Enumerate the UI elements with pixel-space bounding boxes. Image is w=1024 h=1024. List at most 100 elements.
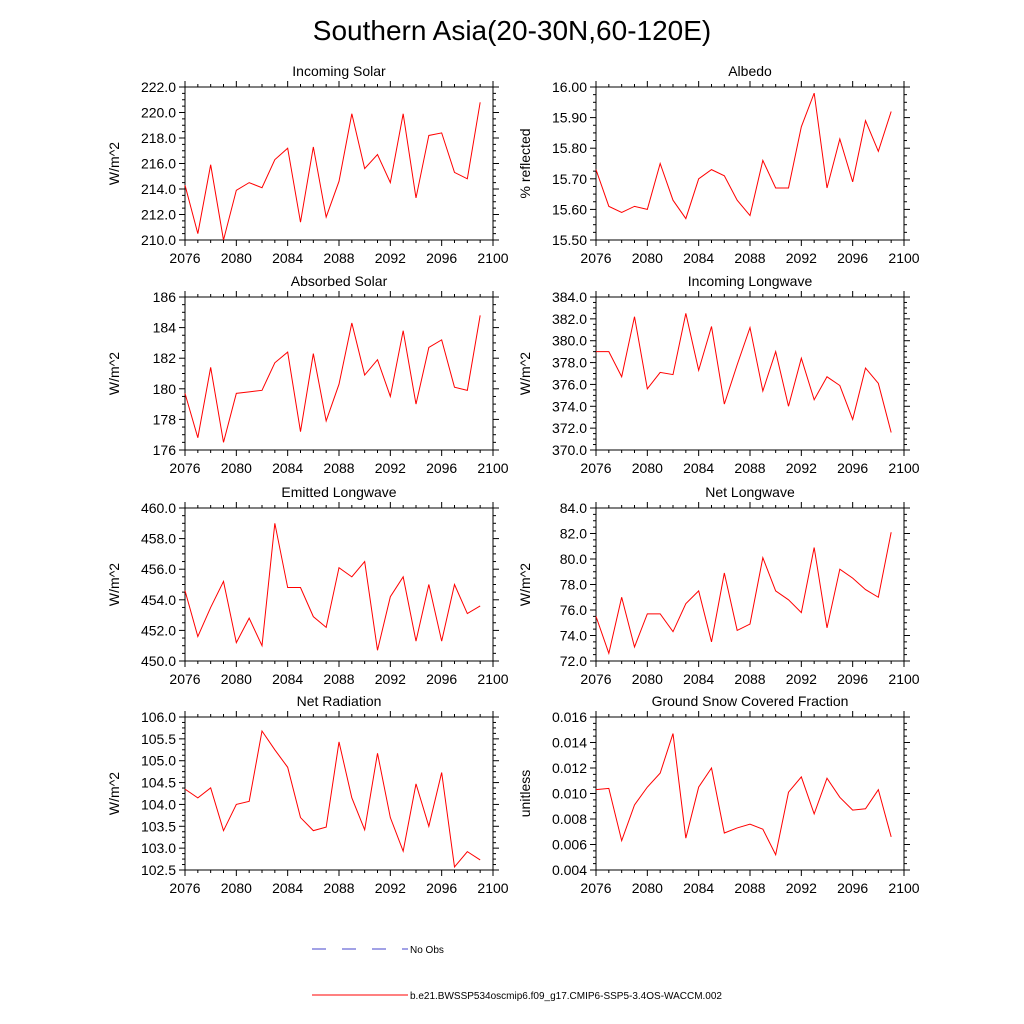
x-tick-label: 2076 (169, 880, 200, 896)
x-tick-label: 2096 (426, 671, 457, 687)
y-axis-label: W/m^2 (106, 772, 122, 815)
y-tick-label: 184 (153, 320, 177, 336)
y-tick-label: 0.010 (552, 786, 587, 802)
x-tick-label: 2100 (888, 250, 919, 266)
panel-title: Emitted Longwave (281, 484, 396, 500)
plot-frame (184, 507, 494, 662)
y-tick-label: 78.0 (560, 577, 587, 593)
series-line-incoming-longwave (596, 313, 892, 433)
series-line-net-radiation (184, 729, 481, 869)
y-tick-label: 102.5 (141, 862, 176, 878)
x-tick-label: 2100 (477, 880, 508, 896)
y-tick-label: 15.90 (552, 110, 587, 126)
x-tick-label: 2092 (786, 880, 817, 896)
y-tick-label: 0.006 (552, 837, 587, 853)
panel-incoming-longwave: Incoming Longwave W/m^2 2076 2080 2084 2088 20… (517, 273, 920, 476)
legend: No Obs b.e21.BWSSP534oscmip6.f09_g17.CMI… (312, 945, 722, 1002)
y-tick-label: 222.0 (141, 79, 176, 95)
y-tick-label: 0.016 (552, 709, 587, 725)
y-tick-label: 218.0 (141, 130, 176, 146)
x-tick-label: 2100 (477, 460, 508, 476)
x-tick-label: 2080 (221, 250, 252, 266)
x-tick-label: 2096 (426, 880, 457, 896)
panel-title: Net Radiation (297, 693, 382, 709)
panel-ground-snow-covered-fraction: Ground Snow Covered Fraction unitless 2076… (517, 693, 920, 896)
y-tick-label: 450.0 (141, 653, 176, 669)
plot-frame (595, 507, 905, 662)
panel-title: Albedo (728, 63, 772, 79)
y-tick-label: 74.0 (560, 628, 587, 644)
y-tick-label: 15.70 (552, 171, 587, 187)
y-tick-label: 210.0 (141, 232, 176, 248)
y-tick-label: 382.0 (552, 311, 587, 327)
y-tick-label: 458.0 (141, 531, 176, 547)
y-tick-label: 15.60 (552, 201, 587, 217)
y-tick-label: 106.0 (141, 709, 176, 725)
y-tick-label: 0.004 (552, 862, 587, 878)
y-tick-label: 104.0 (141, 796, 176, 812)
x-tick-label: 2100 (477, 671, 508, 687)
plot-frame (595, 296, 905, 451)
y-tick-label: 80.0 (560, 551, 587, 567)
y-axis-label: unitless (517, 770, 533, 817)
x-tick-label: 2080 (632, 250, 663, 266)
x-tick-label: 2088 (734, 880, 765, 896)
x-tick-label: 2076 (169, 671, 200, 687)
x-tick-label: 2084 (683, 880, 714, 896)
x-tick-label: 2076 (169, 250, 200, 266)
y-tick-label: 378.0 (552, 355, 587, 371)
y-tick-label: 456.0 (141, 561, 176, 577)
series-line-emitted-longwave (184, 523, 481, 651)
x-tick-label: 2080 (632, 460, 663, 476)
x-tick-label: 2092 (375, 250, 406, 266)
y-tick-label: 82.0 (560, 526, 587, 542)
plot-frame (184, 716, 494, 871)
plot-frame (184, 296, 494, 451)
x-tick-label: 2084 (683, 460, 714, 476)
panel-title: Net Longwave (705, 484, 795, 500)
y-axis-label: W/m^2 (106, 142, 122, 185)
y-tick-label: 454.0 (141, 592, 176, 608)
panel-net-radiation: Net Radiation W/m^2 2076 2080 2084 2088 2092 20… (106, 693, 509, 896)
x-tick-label: 2092 (786, 460, 817, 476)
series-line-ground-snow-covered-fraction (595, 733, 892, 857)
y-axis-label: % reflected (517, 128, 533, 198)
y-tick-label: 384.0 (552, 289, 587, 305)
y-tick-label: 176 (153, 442, 177, 458)
y-tick-label: 372.0 (552, 420, 587, 436)
x-tick-label: 2084 (683, 671, 714, 687)
series-line-albedo (595, 92, 892, 220)
y-tick-label: 186 (153, 289, 177, 305)
y-tick-label: 103.5 (141, 818, 176, 834)
y-tick-label: 374.0 (552, 398, 587, 414)
panel-title: Incoming Longwave (688, 273, 813, 289)
panel-emitted-longwave: Emitted Longwave W/m^2 2076 2080 2084 2088 209… (106, 484, 509, 687)
y-tick-label: 105.0 (141, 753, 176, 769)
figure-title: Southern Asia(20-30N,60-120E) (313, 15, 711, 46)
x-tick-label: 2092 (375, 671, 406, 687)
y-axis-label: W/m^2 (106, 352, 122, 395)
x-tick-label: 2088 (323, 460, 354, 476)
series-line-absorbed-solar (184, 315, 481, 443)
panels: Incoming Solar W/m^2 2076 2080 2084 2088 2092 2… (106, 63, 920, 896)
x-tick-label: 2100 (888, 460, 919, 476)
y-tick-label: 376.0 (552, 376, 587, 392)
x-tick-label: 2096 (837, 460, 868, 476)
x-tick-label: 2100 (477, 250, 508, 266)
y-tick-label: 212.0 (141, 207, 176, 223)
y-tick-label: 180 (153, 381, 177, 397)
y-tick-label: 220.0 (141, 105, 176, 121)
x-tick-label: 2076 (580, 880, 611, 896)
panel-title: Absorbed Solar (291, 273, 388, 289)
x-tick-label: 2096 (426, 250, 457, 266)
x-tick-label: 2088 (734, 250, 765, 266)
panel-title: Ground Snow Covered Fraction (652, 693, 849, 709)
y-tick-label: 105.5 (141, 731, 176, 747)
y-axis-label: W/m^2 (517, 563, 533, 606)
y-tick-label: 0.014 (552, 735, 587, 751)
panel-net-longwave: Net Longwave W/m^2 2076 2080 2084 2088 2092 209… (517, 484, 920, 687)
legend-obs-label: No Obs (410, 945, 444, 956)
x-tick-label: 2076 (580, 250, 611, 266)
x-tick-label: 2076 (169, 460, 200, 476)
